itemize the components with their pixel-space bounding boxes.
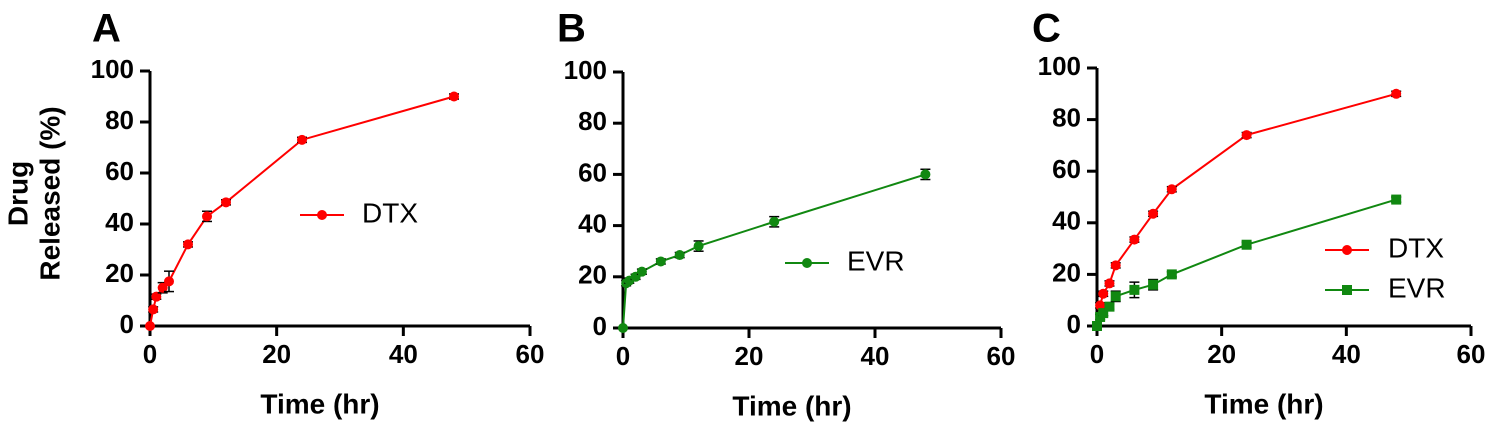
legend-entry-evr: EVR: [785, 245, 905, 276]
data-point: [655, 256, 666, 267]
data-point: [449, 91, 459, 102]
legend-marker: [1342, 245, 1352, 255]
y-tick-label: 0: [593, 311, 607, 341]
x-tick-label: 60: [1457, 339, 1486, 369]
data-point: [1129, 284, 1140, 295]
data-point: [1241, 130, 1252, 141]
y-axis-title-line: Drug: [2, 161, 33, 226]
data-point: [1092, 321, 1102, 331]
x-tick-label: 0: [616, 341, 630, 371]
x-tick-label: 60: [987, 341, 1016, 371]
data-point: [164, 276, 174, 287]
data-point: [1148, 279, 1159, 290]
data-point: [1148, 208, 1159, 219]
y-tick-label: 100: [91, 54, 134, 84]
panel-letter: A: [92, 7, 121, 51]
data-point: [148, 304, 159, 315]
y-tick-label: 20: [105, 258, 134, 288]
data-point: [769, 216, 780, 227]
x-tick-label: 40: [389, 339, 418, 369]
y-tick-label: 40: [578, 208, 607, 238]
legend-entry-evr: EVR: [1325, 272, 1446, 303]
series-dtx: [1092, 88, 1402, 331]
panel-letter: C: [1032, 7, 1061, 51]
y-tick-label: 0: [120, 309, 134, 339]
legend-label: DTX: [1388, 232, 1444, 263]
data-point: [151, 291, 162, 302]
chart-panel-b: B 0 20 40 60 80 100 0 20 40 60 Time (hr) EVR: [557, 7, 1015, 422]
data-point: [636, 266, 647, 277]
y-tick-label: 60: [105, 156, 134, 186]
data-point: [1110, 260, 1121, 271]
panel-letter: B: [557, 7, 586, 51]
x-tick-label: 0: [1090, 339, 1104, 369]
x-axis-title: Time (hr): [732, 390, 851, 421]
data-point: [1104, 301, 1115, 312]
legend-marker: [1342, 285, 1352, 295]
legend-entry-dtx: DTX: [1325, 232, 1444, 263]
legend-label: DTX: [362, 197, 418, 228]
data-point: [1166, 184, 1177, 195]
x-tick-label: 20: [735, 341, 764, 371]
legend-label: EVR: [847, 245, 905, 276]
y-tick-label: 80: [578, 106, 607, 136]
data-point: [157, 282, 168, 293]
data-point: [1241, 239, 1252, 250]
data-point: [1391, 194, 1402, 205]
data-point: [1098, 288, 1109, 299]
series-line: [1096, 198, 1397, 327]
y-tick-label: 100: [564, 55, 607, 85]
data-point: [183, 239, 193, 250]
y-tick-label: 0: [1067, 309, 1081, 339]
data-point: [145, 321, 155, 331]
x-tick-label: 0: [143, 339, 157, 369]
data-point: [202, 211, 212, 222]
y-tick-label: 40: [1052, 206, 1081, 236]
y-tick-label: 40: [105, 207, 134, 237]
legend-entry-dtx: DTX: [300, 197, 418, 228]
chart-panel-a: A 0 20 40 60 80 100 0 20 40 60 Time (hr) Drug Release…: [2, 7, 544, 420]
chart-panel-c: C 0 20 40 60 80 100 0 20 40 60 Time (hr) DTX EVR: [1032, 7, 1485, 420]
data-point: [1095, 300, 1106, 311]
data-point: [674, 250, 685, 261]
data-point: [297, 134, 307, 145]
y-tick-label: 20: [1052, 257, 1081, 287]
series-dtx: [145, 91, 459, 331]
y-tick-label: 60: [578, 157, 607, 187]
data-point: [1104, 278, 1115, 289]
legend-label: EVR: [1388, 272, 1446, 303]
y-axis-title-line: Released (%): [34, 106, 65, 280]
legend-marker: [802, 258, 812, 268]
x-tick-label: 40: [861, 341, 890, 371]
data-point: [618, 323, 628, 333]
x-tick-label: 60: [516, 339, 545, 369]
data-point: [221, 197, 231, 208]
x-axis-title: Time (hr): [260, 388, 379, 419]
y-tick-label: 60: [1052, 154, 1081, 184]
y-tick-label: 100: [1038, 51, 1081, 81]
series-evr: [618, 168, 931, 333]
legend-marker: [317, 210, 327, 220]
y-tick-label: 80: [105, 105, 134, 135]
y-tick-label: 80: [1052, 102, 1081, 132]
series-line: [149, 95, 455, 327]
data-point: [1110, 291, 1121, 302]
x-tick-label: 20: [262, 339, 291, 369]
data-point: [1391, 88, 1402, 99]
data-point: [693, 241, 704, 252]
data-point: [1129, 234, 1140, 245]
x-tick-label: 40: [1332, 339, 1361, 369]
data-point: [1098, 308, 1109, 319]
series-evr: [1092, 194, 1402, 331]
x-tick-label: 20: [1207, 339, 1236, 369]
series-line: [1096, 92, 1397, 327]
data-point: [920, 169, 931, 180]
data-point: [1166, 269, 1177, 280]
x-axis-title: Time (hr): [1204, 388, 1323, 419]
y-tick-label: 20: [578, 260, 607, 290]
